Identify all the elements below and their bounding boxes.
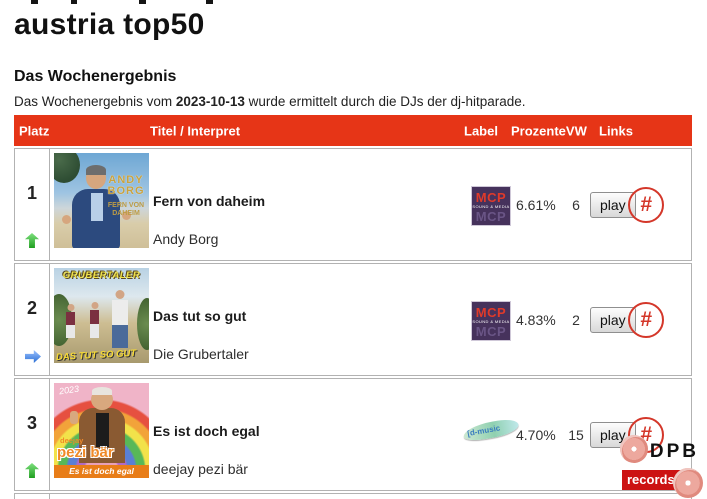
- mcp-logo-subtext: SOUND & MEDIA: [472, 319, 510, 324]
- cover-art-figure: [91, 193, 103, 221]
- cover-text: ANDY BORG FERN VON DAHEIM: [105, 175, 147, 218]
- trend-steady-icon: [25, 350, 41, 363]
- mcp-logo-watermark: MCP: [475, 324, 507, 339]
- song-title: Das tut so gut: [153, 308, 247, 324]
- mcp-logo-text: MCP: [475, 305, 507, 320]
- rank-cell: 3: [15, 379, 50, 490]
- header-label: Label: [464, 123, 498, 138]
- cover-artist-small: deejay: [60, 436, 84, 445]
- cover-art-thumb: [70, 411, 78, 424]
- cover-art-bush: [137, 298, 149, 350]
- cover-art-figure: [122, 211, 131, 220]
- intro-date: 2023-10-13: [175, 94, 245, 109]
- rank-number: 3: [26, 413, 37, 433]
- vw-value: 15: [568, 426, 584, 443]
- table-row-partial: [14, 493, 692, 499]
- intro-prefix: Das Wochenergebnis vom: [14, 94, 176, 109]
- page-title: austria top50: [14, 8, 205, 41]
- song-title: Es ist doch egal: [153, 423, 260, 439]
- album-cover[interactable]: 2023 deejay pezi bär Es ist doch egal: [54, 383, 149, 478]
- hash-chart-link[interactable]: #: [628, 301, 664, 338]
- clipped-text-mark: [206, 0, 213, 4]
- cover-art-figure: [91, 387, 113, 410]
- label-logo-mcp[interactable]: MCP SOUND & MEDIA MCP: [471, 301, 511, 341]
- cover-title-line: FERN VON DAHEIM: [105, 202, 147, 218]
- table-header: Platz Titel / Interpret Label ProzenteVW…: [14, 115, 692, 146]
- vw-value: 2: [572, 311, 580, 328]
- cover-title-line: Es ist doch egal: [54, 465, 149, 478]
- cover-art-figure: [96, 413, 109, 447]
- artist-name: deejay pezi bär: [153, 461, 248, 477]
- cover-title-line2: DAHEIM: [112, 210, 140, 217]
- table-row: 2 GRUBERTALER DAS TUT SO GUT Das tut so …: [14, 263, 692, 376]
- cover-art-tree: [54, 153, 80, 183]
- dpb-records-logo[interactable]: DPB records: [620, 435, 703, 498]
- table-row: 3 2023 deejay pezi bär Es ist doch egal …: [14, 378, 692, 491]
- play-button[interactable]: play: [590, 306, 636, 333]
- cover-art-figure: [66, 312, 75, 338]
- album-cover[interactable]: GRUBERTALER DAS TUT SO GUT: [54, 268, 149, 363]
- prozente-value: 6.61%: [516, 196, 556, 213]
- cover-art-figure: [62, 215, 71, 224]
- dpb-logo-text: DPB: [649, 441, 699, 462]
- header-links: Links: [599, 123, 633, 138]
- dpb-logo-records-text: records: [627, 472, 675, 487]
- intro-suffix: wurde ermittelt durch die DJs der dj-hit…: [244, 94, 526, 109]
- header-prozente-vw: ProzenteVW: [511, 123, 587, 138]
- rank-cell: [15, 494, 50, 499]
- rank-cell: 2: [15, 264, 50, 375]
- intro-text: Das Wochenergebnis vom 2023-10-13 wurde …: [14, 94, 707, 109]
- header-vw: VW: [565, 123, 587, 138]
- section-heading: Das Wochenergebnis: [14, 68, 177, 85]
- cover-artist-line: GRUBERTALER: [62, 270, 141, 281]
- mcp-logo-watermark: MCP: [475, 209, 507, 224]
- cover-art-figure: [112, 300, 128, 348]
- table-row: 1 ANDY BORG FERN VON DAHEIM Fern von dahe…: [14, 148, 692, 261]
- prozente-value: 4.83%: [516, 311, 556, 328]
- label-logo-dmusic[interactable]: [d-music: [462, 417, 520, 443]
- cover-art-figure: [86, 165, 106, 189]
- rank-number: 1: [26, 183, 37, 203]
- cover-title-line1: FERN VON: [107, 202, 145, 209]
- mcp-logo-subtext: SOUND & MEDIA: [472, 204, 510, 209]
- chart-table: Platz Titel / Interpret Label ProzenteVW…: [14, 115, 692, 499]
- cover-title-line: DAS TUT SO GUT: [55, 347, 137, 363]
- header-prozente: Prozente: [511, 123, 566, 138]
- vinyl-disc-icon: [620, 435, 648, 463]
- trend-up-icon: [25, 233, 39, 248]
- cover-artist-line: ANDY: [108, 174, 144, 186]
- label-logo-mcp[interactable]: MCP SOUND & MEDIA MCP: [471, 186, 511, 226]
- clipped-text-mark: [139, 0, 146, 4]
- artist-name: Die Grubertaler: [153, 346, 249, 362]
- cover-artist-line: pezi bär: [57, 444, 114, 461]
- dmusic-logo-text: [d-music: [466, 423, 501, 439]
- clipped-text-mark: [31, 0, 38, 4]
- cover-art-figure: [90, 310, 99, 338]
- mcp-logo-text: MCP: [475, 190, 507, 205]
- hash-chart-link[interactable]: #: [628, 186, 664, 223]
- header-platz: Platz: [19, 123, 50, 138]
- vinyl-disc-icon: [673, 468, 703, 498]
- cover-year: 2023: [58, 383, 80, 397]
- prozente-value: 4.70%: [516, 426, 556, 443]
- artist-name: Andy Borg: [153, 231, 219, 247]
- rank-number: 2: [26, 298, 37, 318]
- vw-value: 6: [572, 196, 580, 213]
- album-cover[interactable]: ANDY BORG FERN VON DAHEIM: [54, 153, 149, 248]
- clipped-text-mark: [71, 0, 77, 4]
- cover-artist-line: BORG: [107, 185, 145, 197]
- trend-up-icon: [25, 463, 39, 478]
- song-title: Fern von daheim: [153, 193, 266, 209]
- header-titel-interpret: Titel / Interpret: [150, 123, 241, 138]
- rank-cell: 1: [15, 149, 50, 260]
